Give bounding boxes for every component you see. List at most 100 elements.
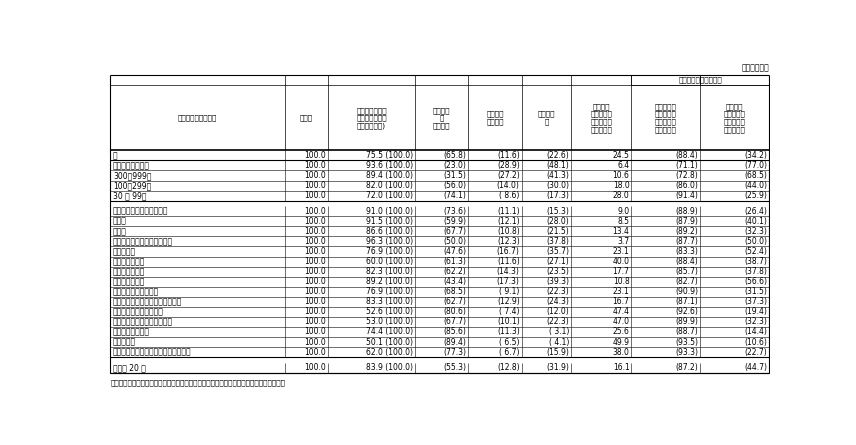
Text: 91.0 (100.0): 91.0 (100.0) <box>366 207 413 216</box>
Text: 100～299人: 100～299人 <box>113 181 152 190</box>
Text: 平成 20 年: 平成 20 年 <box>113 363 146 372</box>
Text: (87.2): (87.2) <box>675 363 698 372</box>
Text: (71.1): (71.1) <box>675 161 698 170</box>
Text: (92.6): (92.6) <box>675 307 698 316</box>
Text: (10.1): (10.1) <box>497 317 520 327</box>
Text: (10.6): (10.6) <box>744 338 767 347</box>
Text: 100.0: 100.0 <box>305 207 326 216</box>
Text: 83.3 (100.0): 83.3 (100.0) <box>366 297 413 306</box>
Text: (32.3): (32.3) <box>744 317 767 327</box>
Text: (11.1): (11.1) <box>497 207 520 216</box>
Text: ( 8.6): ( 8.6) <box>499 191 520 200</box>
Text: (23.5): (23.5) <box>547 267 569 276</box>
Text: 30 ～ 99人: 30 ～ 99人 <box>113 191 146 200</box>
Text: 100.0: 100.0 <box>305 348 326 356</box>
Text: (93.3): (93.3) <box>675 348 698 356</box>
Text: 8.5: 8.5 <box>617 217 629 226</box>
Text: 不動産業，物品賃貸業: 不動産業，物品賃貸業 <box>113 287 159 296</box>
Text: (14.4): (14.4) <box>744 328 767 336</box>
Text: 退職一時金
制度がある
（両制度併
用を含む）: 退職一時金 制度がある （両制度併 用を含む） <box>655 103 677 133</box>
Text: 72.0 (100.0): 72.0 (100.0) <box>366 191 413 200</box>
Text: (55.3): (55.3) <box>443 363 467 372</box>
Text: 生活関連サービス業，娯楽業: 生活関連サービス業，娯楽業 <box>113 317 173 327</box>
Text: (23.0): (23.0) <box>443 161 467 170</box>
Text: (68.5): (68.5) <box>443 287 467 296</box>
Text: (87.7): (87.7) <box>675 237 698 246</box>
Text: (14.0): (14.0) <box>496 181 520 190</box>
Text: ( 9.1): ( 9.1) <box>499 287 520 296</box>
Text: 9.0: 9.0 <box>617 207 629 216</box>
Text: 91.5 (100.0): 91.5 (100.0) <box>366 217 413 226</box>
Text: (37.3): (37.3) <box>744 297 767 306</box>
Text: 100.0: 100.0 <box>305 317 326 327</box>
Text: 89.2 (100.0): 89.2 (100.0) <box>366 277 413 286</box>
Text: (22.6): (22.6) <box>547 151 569 160</box>
Text: (82.7): (82.7) <box>675 277 698 286</box>
Text: 13.4: 13.4 <box>613 227 629 236</box>
Text: 3.7: 3.7 <box>617 237 629 246</box>
Text: 100.0: 100.0 <box>305 161 326 170</box>
Text: 75.5 (100.0): 75.5 (100.0) <box>366 151 413 160</box>
Text: 60.0 (100.0): 60.0 (100.0) <box>366 257 413 266</box>
Text: 10.8: 10.8 <box>613 277 629 286</box>
Text: (93.5): (93.5) <box>675 338 698 347</box>
Text: 93.6 (100.0): 93.6 (100.0) <box>366 161 413 170</box>
Text: (86.0): (86.0) <box>675 181 698 190</box>
Text: 82.0 (100.0): 82.0 (100.0) <box>366 181 413 190</box>
Text: (43.4): (43.4) <box>443 277 467 286</box>
Text: ( 6.7): ( 6.7) <box>499 348 520 356</box>
Text: (35.7): (35.7) <box>546 247 569 256</box>
Text: 38.0: 38.0 <box>613 348 629 356</box>
Text: (11.6): (11.6) <box>497 151 520 160</box>
Text: (17.3): (17.3) <box>496 277 520 286</box>
Text: 74.4 (100.0): 74.4 (100.0) <box>366 328 413 336</box>
Text: 100.0: 100.0 <box>305 181 326 190</box>
Text: 退職一時
金
制度のみ: 退職一時 金 制度のみ <box>433 107 450 129</box>
Text: (30.0): (30.0) <box>546 181 569 190</box>
Text: (89.2): (89.2) <box>675 227 698 236</box>
Text: 76.9 (100.0): 76.9 (100.0) <box>366 247 413 256</box>
Text: (12.8): (12.8) <box>497 363 520 372</box>
Text: (83.3): (83.3) <box>675 247 698 256</box>
Text: 電気・ガス・熱供給・水道業: 電気・ガス・熱供給・水道業 <box>113 237 173 246</box>
Text: (74.1): (74.1) <box>443 191 467 200</box>
Text: 金融業，保険業: 金融業，保険業 <box>113 277 146 286</box>
Text: 16.7: 16.7 <box>613 297 629 306</box>
Text: (38.7): (38.7) <box>744 257 767 266</box>
Text: (22.7): (22.7) <box>745 348 767 356</box>
Text: 100.0: 100.0 <box>305 277 326 286</box>
Text: （単位：％）: （単位：％） <box>741 64 769 73</box>
Text: 50.1 (100.0): 50.1 (100.0) <box>366 338 413 347</box>
Text: 100.0: 100.0 <box>305 287 326 296</box>
Text: 医療，福祉: 医療，福祉 <box>113 338 136 347</box>
Text: 100.0: 100.0 <box>305 297 326 306</box>
Text: (32.3): (32.3) <box>744 227 767 236</box>
Text: 企業規模・産業・年: 企業規模・産業・年 <box>178 114 217 121</box>
Text: 47.0: 47.0 <box>613 317 629 327</box>
Text: (26.4): (26.4) <box>744 207 767 216</box>
Text: （再掲）　制度がある: （再掲） 制度がある <box>679 77 722 83</box>
Text: (73.6): (73.6) <box>443 207 467 216</box>
Text: (89.9): (89.9) <box>675 317 698 327</box>
Text: １，０００人以上: １，０００人以上 <box>113 161 150 170</box>
Text: 86.6 (100.0): 86.6 (100.0) <box>366 227 413 236</box>
Text: (37.8): (37.8) <box>547 237 569 246</box>
Text: (50.0): (50.0) <box>744 237 767 246</box>
Text: (11.6): (11.6) <box>497 257 520 266</box>
Text: 28.0: 28.0 <box>613 191 629 200</box>
Text: (85.6): (85.6) <box>443 328 467 336</box>
Text: 100.0: 100.0 <box>305 338 326 347</box>
Text: 62.0 (100.0): 62.0 (100.0) <box>366 348 413 356</box>
Text: (31.5): (31.5) <box>744 287 767 296</box>
Text: (31.9): (31.9) <box>547 363 569 372</box>
Text: 100.0: 100.0 <box>305 267 326 276</box>
Text: 76.9 (100.0): 76.9 (100.0) <box>366 287 413 296</box>
Text: (62.7): (62.7) <box>443 297 467 306</box>
Text: (12.9): (12.9) <box>497 297 520 306</box>
Text: 両制度併
用: 両制度併 用 <box>538 111 556 125</box>
Text: 53.0 (100.0): 53.0 (100.0) <box>366 317 413 327</box>
Text: (67.7): (67.7) <box>443 227 467 236</box>
Text: 23.1: 23.1 <box>613 287 629 296</box>
Text: 25.6: 25.6 <box>613 328 629 336</box>
Text: 建設業: 建設業 <box>113 217 127 226</box>
